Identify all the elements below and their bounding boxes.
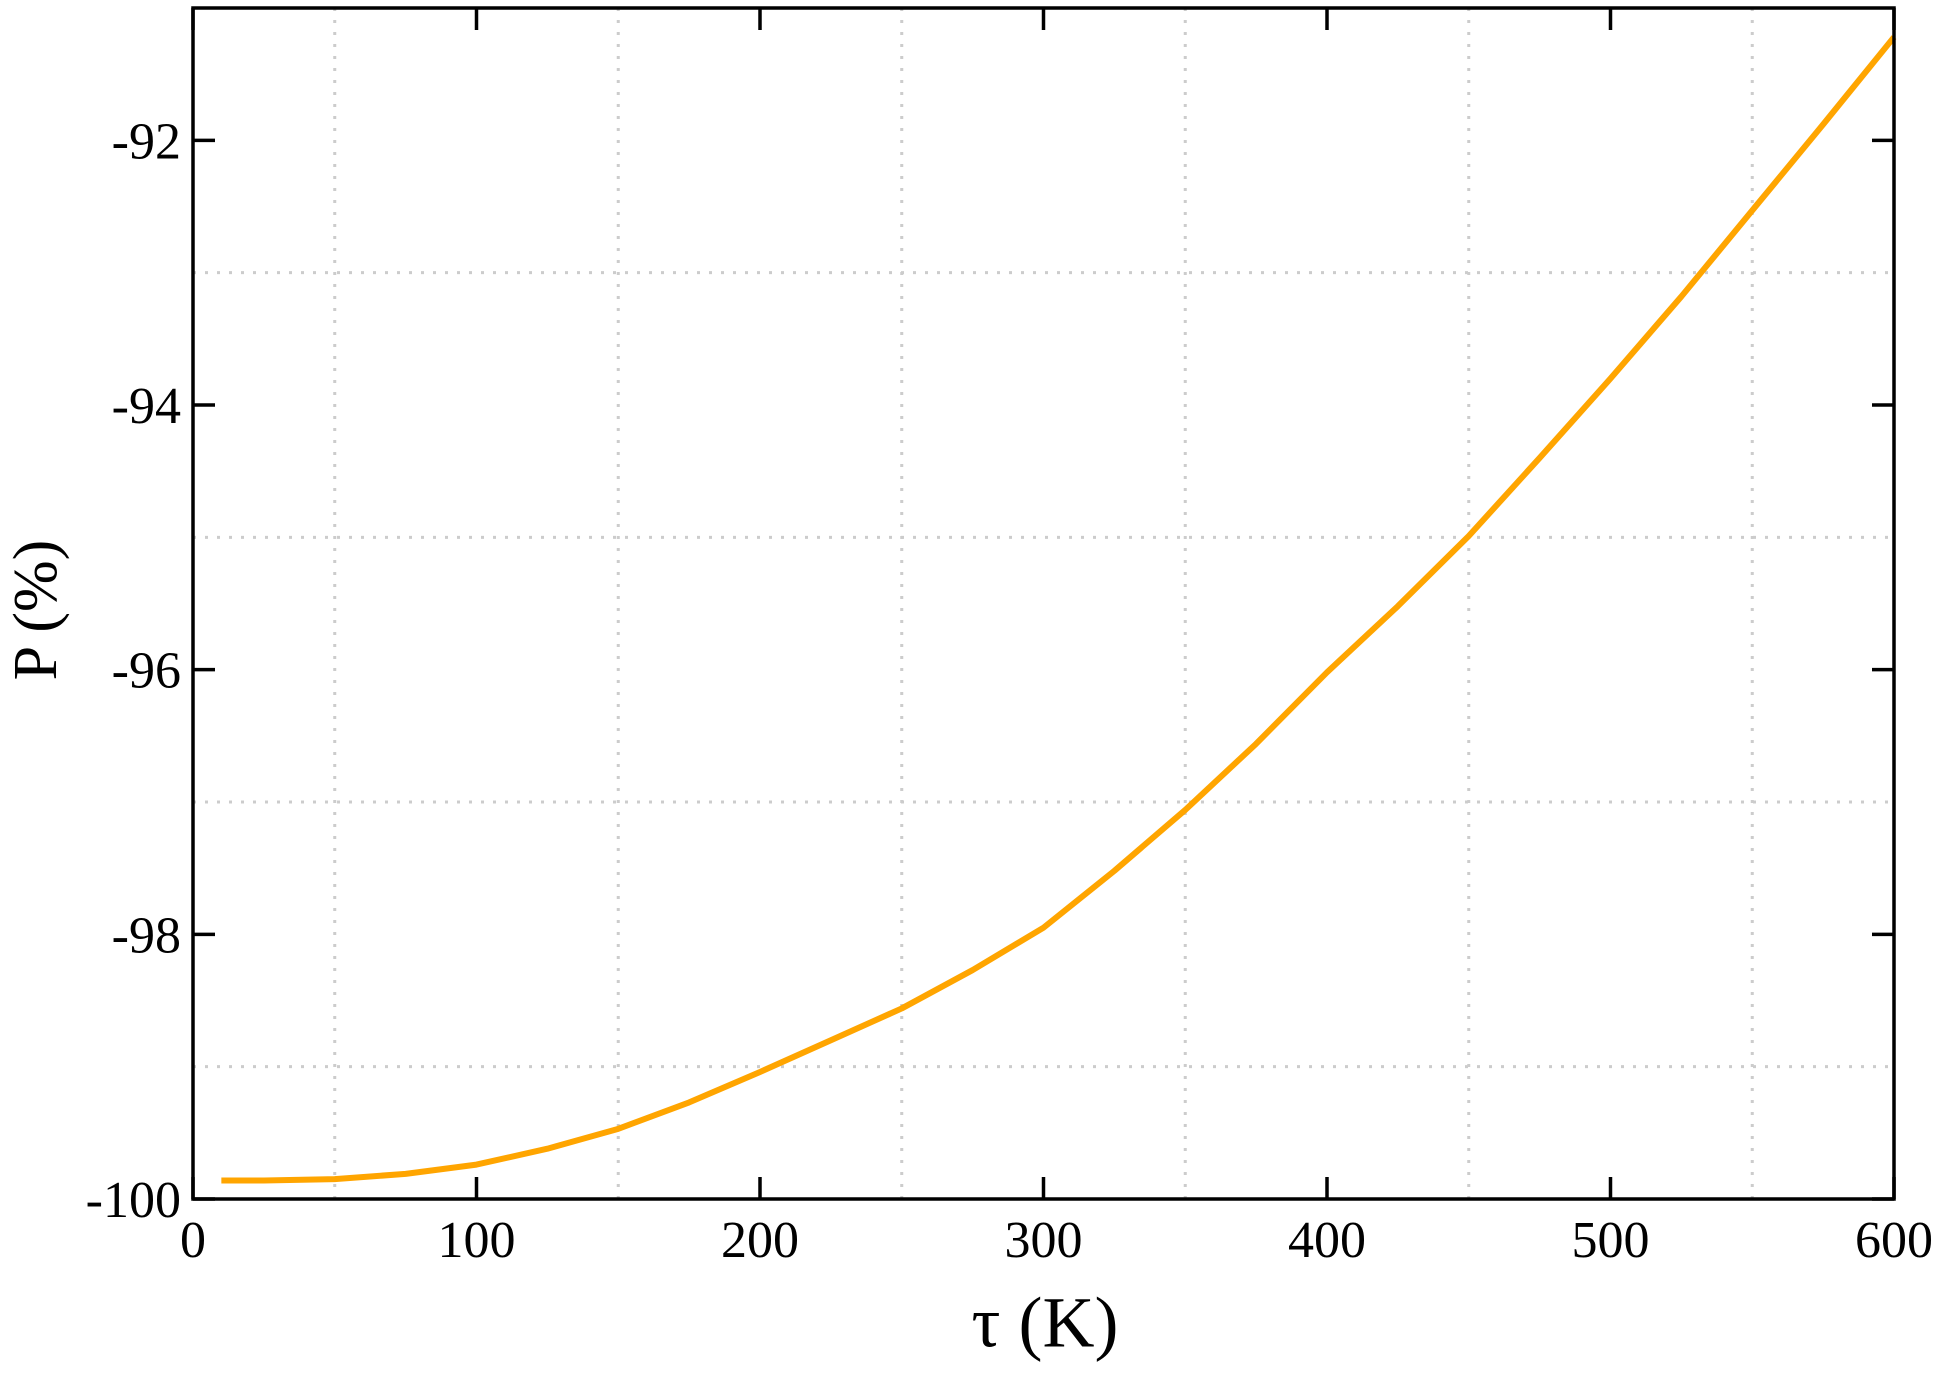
- y-axis-label: P (%): [2, 540, 70, 681]
- x-tick-label: 400: [1288, 1212, 1366, 1269]
- x-tick-label: 600: [1855, 1212, 1933, 1269]
- y-tick-label: -100: [86, 1172, 181, 1229]
- y-tick-label: -92: [112, 113, 181, 170]
- x-axis-label: τ (K): [972, 1283, 1119, 1363]
- x-tick-label: 0: [180, 1212, 206, 1269]
- x-tick-label: 100: [438, 1212, 516, 1269]
- x-tick-label: 300: [1005, 1212, 1083, 1269]
- x-tick-label: 200: [721, 1212, 799, 1269]
- y-tick-label: -94: [112, 378, 181, 435]
- y-tick-label: -96: [112, 643, 181, 700]
- data-line: [221, 35, 1897, 1184]
- x-tick-label: 500: [1572, 1212, 1650, 1269]
- plot-frame: [191, 6, 1896, 1201]
- y-tick-label: -98: [112, 907, 181, 964]
